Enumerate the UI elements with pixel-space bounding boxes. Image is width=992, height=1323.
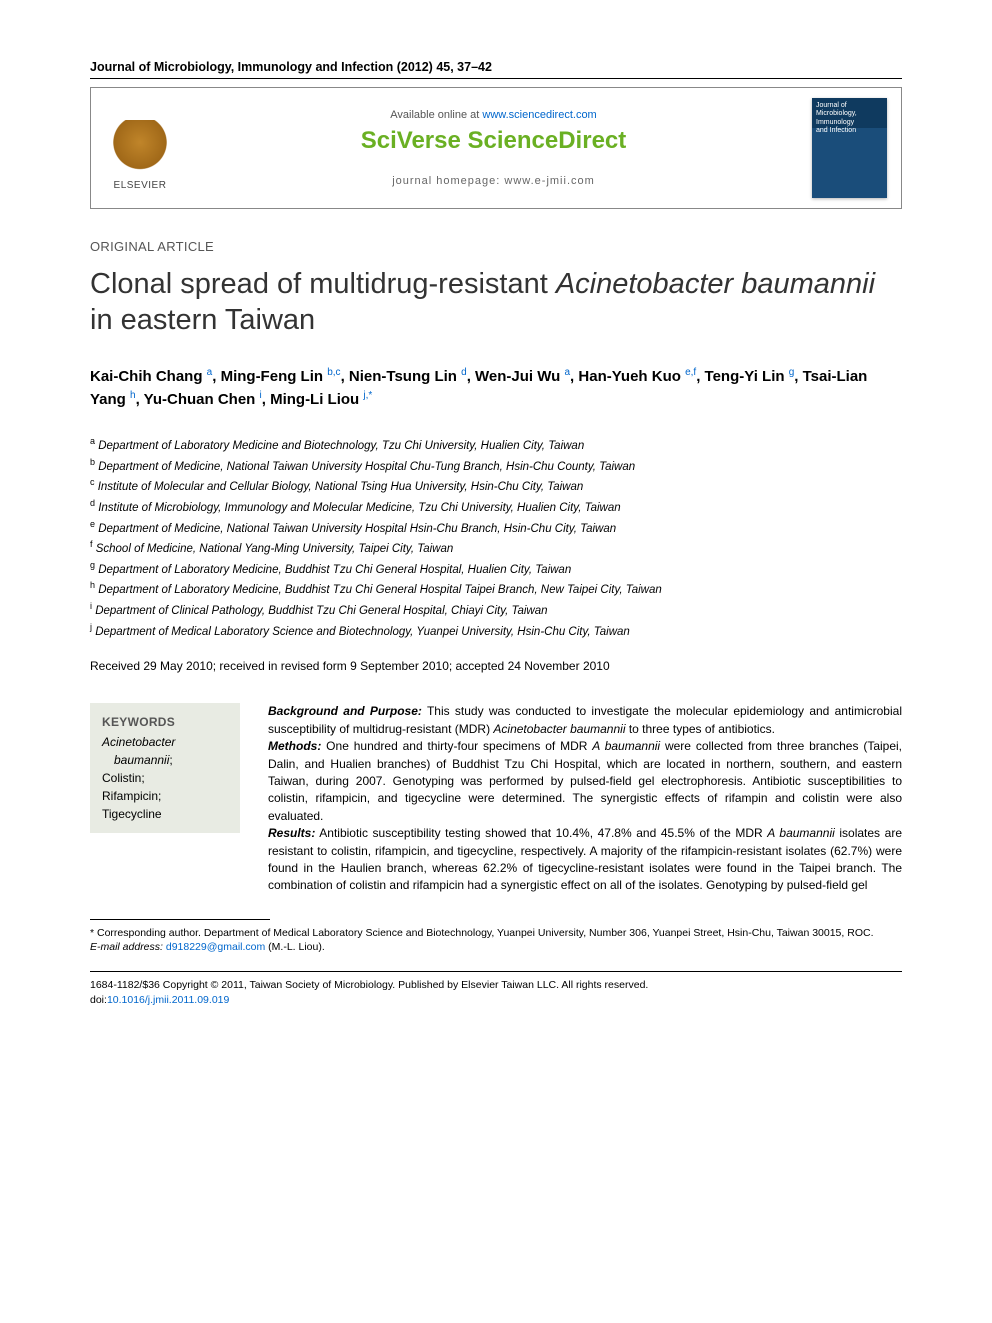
title-species: Acinetobacter baumannii xyxy=(556,268,875,300)
homepage-label: journal homepage: xyxy=(392,175,504,187)
journal-cover-thumbnail: Journal of Microbiology, Immunology and … xyxy=(812,98,887,198)
article-type: ORIGINAL ARTICLE xyxy=(90,239,902,254)
author-affiliation-sup: d xyxy=(461,367,467,378)
affiliation: d Institute of Microbiology, Immunology … xyxy=(90,497,902,518)
affiliation: h Department of Laboratory Medicine, Bud… xyxy=(90,579,902,600)
keyword-item: Colistin; xyxy=(102,769,228,787)
author-affiliation-sup: j,* xyxy=(363,390,372,401)
keyword-item: Tigecycline xyxy=(102,805,228,823)
email-link[interactable]: d918229@gmail.com xyxy=(166,941,265,953)
abstract-results-head: Results: xyxy=(268,826,315,840)
abstract-bg-it: Acinetobacter baumannii xyxy=(493,722,625,736)
doi-line: doi:10.1016/j.jmii.2011.09.019 xyxy=(90,993,902,1008)
article-title: Clonal spread of multidrug-resistant Aci… xyxy=(90,266,902,339)
affiliation-sup: j xyxy=(90,622,92,632)
keyword-item: Rifampicin; xyxy=(102,787,228,805)
affiliation: g Department of Laboratory Medicine, Bud… xyxy=(90,559,902,580)
abstract-methods-head: Methods: xyxy=(268,739,321,753)
doi-link[interactable]: 10.1016/j.jmii.2011.09.019 xyxy=(107,994,229,1006)
elsevier-tree-icon xyxy=(112,120,168,176)
keywords-heading: KEYWORDS xyxy=(102,713,228,731)
author: Han-Yueh Kuo e,f xyxy=(578,368,696,385)
publisher-header-box: ELSEVIER Available online at www.science… xyxy=(90,87,902,209)
journal-reference: Journal of Microbiology, Immunology and … xyxy=(90,60,902,79)
author-affiliation-sup: i xyxy=(260,390,262,401)
affiliation-sup: g xyxy=(90,560,95,570)
copyright-separator xyxy=(90,971,902,972)
affiliation-sup: d xyxy=(90,498,95,508)
author: Kai-Chih Chang a xyxy=(90,368,212,385)
title-post: in eastern Taiwan xyxy=(90,304,315,336)
author-affiliation-sup: a xyxy=(207,367,213,378)
author-affiliation-sup: b,c xyxy=(327,367,340,378)
affiliation-sup: h xyxy=(90,580,95,590)
author-list: Kai-Chih Chang a, Ming-Feng Lin b,c, Nie… xyxy=(90,365,902,412)
title-pre: Clonal spread of multidrug-resistant xyxy=(90,268,556,300)
elsevier-logo: ELSEVIER xyxy=(105,106,175,191)
author: Teng-Yi Lin g xyxy=(705,368,795,385)
affiliation-sup: a xyxy=(90,436,95,446)
header-center: Available online at www.sciencedirect.co… xyxy=(193,109,794,187)
keyword-item: Acinetobacter xyxy=(102,733,228,751)
article-dates: Received 29 May 2010; received in revise… xyxy=(90,659,902,673)
author-affiliation-sup: e,f xyxy=(685,367,696,378)
available-online: Available online at www.sciencedirect.co… xyxy=(193,109,794,121)
affiliation-sup: e xyxy=(90,519,95,529)
affiliation: c Institute of Molecular and Cellular Bi… xyxy=(90,476,902,497)
affiliation: b Department of Medicine, National Taiwa… xyxy=(90,456,902,477)
homepage-url: www.e-jmii.com xyxy=(504,175,594,187)
copyright-line: 1684-1182/$36 Copyright © 2011, Taiwan S… xyxy=(90,978,902,993)
author: Nien-Tsung Lin d xyxy=(349,368,467,385)
author: Ming-Feng Lin b,c xyxy=(221,368,341,385)
abstract-bg-head: Background and Purpose: xyxy=(268,704,422,718)
affiliation-sup: i xyxy=(90,601,92,611)
cover-title: Journal of Microbiology, Immunology and … xyxy=(812,98,887,140)
abstract-r-it: A baumannii xyxy=(767,826,835,840)
abstract-section: KEYWORDS Acinetobacterbaumannii;Colistin… xyxy=(90,703,902,894)
affiliation: j Department of Medical Laboratory Scien… xyxy=(90,621,902,642)
corresponding-author-note: * Corresponding author. Department of Me… xyxy=(90,926,902,941)
email-footnote: E-mail address: d918229@gmail.com (M.-L.… xyxy=(90,940,902,955)
platform-brand: SciVerse ScienceDirect xyxy=(193,127,794,155)
author: Wen-Jui Wu a xyxy=(475,368,570,385)
abstract-r-1: Antibiotic susceptibility testing showed… xyxy=(315,826,767,840)
doi-prefix: doi: xyxy=(90,994,107,1006)
abstract-m-it: A baumannii xyxy=(592,739,660,753)
affiliation-sup: c xyxy=(90,477,95,487)
author-affiliation-sup: a xyxy=(564,367,570,378)
author-affiliation-sup: h xyxy=(130,390,136,401)
abstract-m-1: One hundred and thirty-four specimens of… xyxy=(321,739,592,753)
brand-sciverse: SciVerse xyxy=(361,127,468,154)
affiliation-list: a Department of Laboratory Medicine and … xyxy=(90,435,902,641)
author: Ming-Li Liou j,* xyxy=(270,391,372,408)
abstract-bg-2: to three types of antibiotics. xyxy=(626,722,775,736)
keywords-box: KEYWORDS Acinetobacterbaumannii;Colistin… xyxy=(90,703,240,833)
sciencedirect-link[interactable]: www.sciencedirect.com xyxy=(482,109,596,121)
affiliation: i Department of Clinical Pathology, Budd… xyxy=(90,600,902,621)
affiliation-sup: b xyxy=(90,457,95,467)
elsevier-label: ELSEVIER xyxy=(114,180,167,191)
abstract-text: Background and Purpose: This study was c… xyxy=(268,703,902,894)
affiliation: e Department of Medicine, National Taiwa… xyxy=(90,518,902,539)
brand-sciencedirect: ScienceDirect xyxy=(468,127,627,154)
affiliation: a Department of Laboratory Medicine and … xyxy=(90,435,902,456)
author-affiliation-sup: g xyxy=(789,367,795,378)
affiliation: f School of Medicine, National Yang-Ming… xyxy=(90,538,902,559)
footnote-separator xyxy=(90,919,270,920)
email-label: E-mail address: xyxy=(90,941,166,953)
author: Yu-Chuan Chen i xyxy=(144,391,262,408)
keyword-item: baumannii; xyxy=(102,751,228,769)
available-prefix: Available online at xyxy=(390,109,482,121)
journal-homepage: journal homepage: www.e-jmii.com xyxy=(193,175,794,187)
affiliation-sup: f xyxy=(90,539,93,549)
email-person: (M.-L. Liou). xyxy=(265,941,325,953)
keywords-list: Acinetobacterbaumannii;Colistin;Rifampic… xyxy=(102,733,228,823)
